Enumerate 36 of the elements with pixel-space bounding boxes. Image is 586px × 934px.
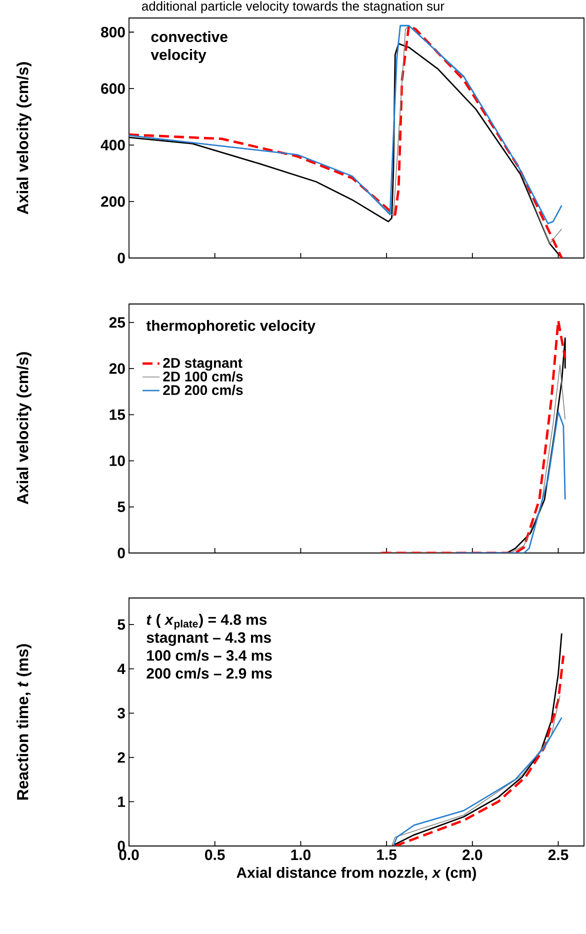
x-tick-label: 2.5 — [548, 850, 568, 860]
x-tick-label: 2.0 — [462, 850, 482, 860]
annotation: 100 cm/s – 3.4 ms — [147, 650, 272, 661]
legend-label: 2D stagnant — [163, 358, 242, 371]
x-tick-label: 1.5 — [377, 850, 397, 860]
y-tick-label: 1 — [118, 796, 126, 807]
legend-label: 2D 200 cm/s — [163, 384, 243, 396]
y-tick-label: 25 — [109, 317, 126, 328]
y-axis-title: Axial velocity (cm/s) — [16, 352, 32, 504]
text: convective velocity — [150, 31, 228, 63]
legend-label: 2D 100 cm/s — [163, 371, 243, 382]
y-tick-label: 5 — [118, 619, 126, 630]
legend-title: thermophoretic velocity — [146, 320, 316, 334]
y-tick-label: 10 — [110, 455, 125, 466]
y-tick-label: 800 — [101, 26, 125, 38]
y-tick-label: 400 — [100, 140, 125, 150]
x-tick-label: 1.0 — [291, 850, 310, 860]
y-tick-label: 2 — [118, 752, 125, 763]
y-tick-label: 0 — [118, 252, 125, 264]
x-axis-title: Axial distance from nozzle, x (cm) — [236, 866, 476, 881]
y-tick-label: 20 — [109, 363, 125, 374]
y-axis-title: Reaction time, t (ms) — [16, 644, 32, 800]
y-tick-label: 600 — [101, 83, 125, 94]
x-tick-label: 0.5 — [205, 850, 225, 860]
text: additional particle velocity towards the stagnation sur — [142, 1, 444, 14]
annotation: t ( x$_{plate}$) = 4.8 ms — [146, 614, 267, 630]
y-tick-label: 15 — [110, 409, 126, 420]
y-tick-label: 5 — [118, 502, 126, 512]
y-axis-title: Axial velocity (cm/s) — [16, 62, 32, 214]
y-tick-label: 200 — [101, 196, 125, 207]
y-tick-label: 0 — [118, 548, 125, 558]
annotation: stagnant – 4.3 ms — [146, 632, 271, 646]
annotation: 200 cm/s – 2.9 ms — [146, 668, 272, 679]
y-tick-label: 4 — [117, 664, 126, 674]
y-tick-label: 3 — [118, 708, 125, 718]
x-tick-label: 0.0 — [119, 850, 139, 860]
